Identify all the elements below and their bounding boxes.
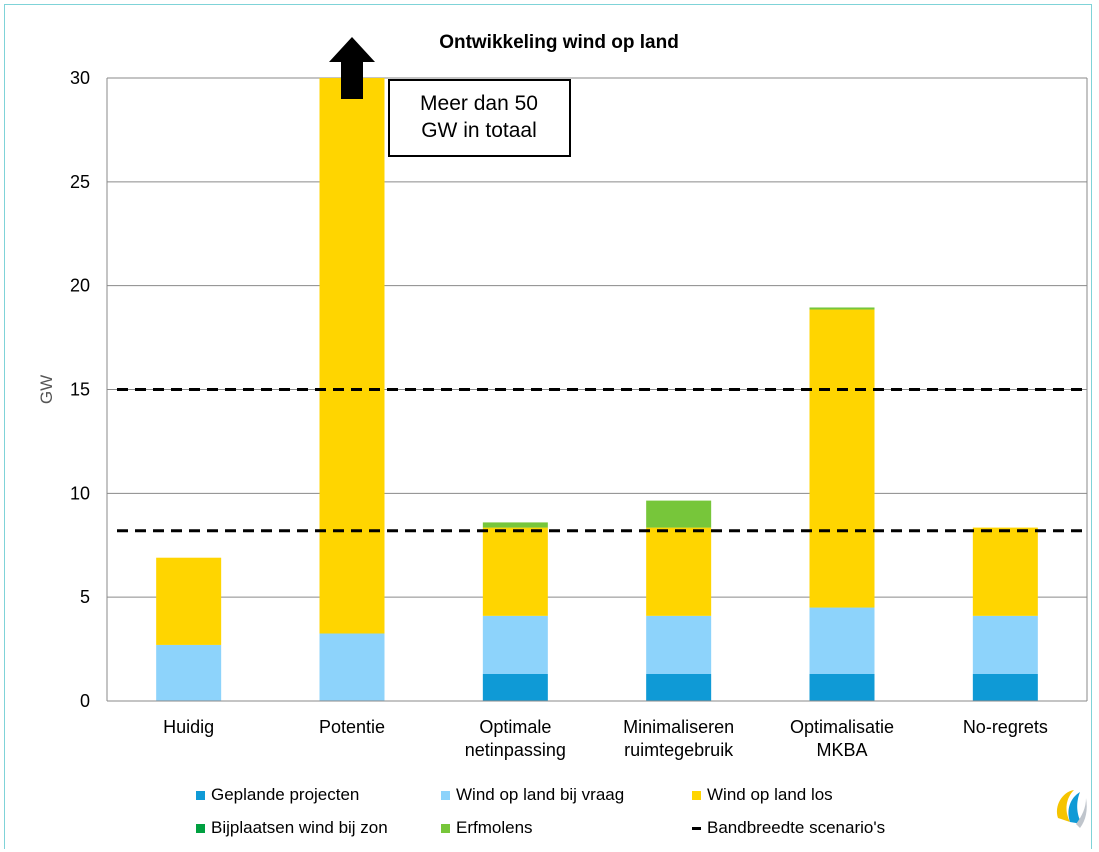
chart-title: Ontwikkeling wind op land [439, 32, 679, 53]
annotation-text: Meer dan 50 [420, 92, 538, 115]
x-tick-label: Minimaliseren [623, 717, 734, 737]
bar-segment [809, 309, 875, 608]
annotation-box [388, 79, 571, 157]
bar-segment [482, 674, 548, 701]
y-axis-label: GW [37, 375, 56, 404]
x-tick-label: MKBA [816, 740, 867, 760]
arrow-up-icon [329, 37, 375, 99]
legend-swatch [692, 790, 701, 800]
bar-segment [809, 674, 875, 701]
legend-swatch [196, 790, 205, 800]
bar-segment [646, 500, 712, 528]
bar-segment [156, 644, 222, 701]
y-tick-label: 0 [80, 691, 90, 711]
legend-item: Wind op land bij vraag [441, 783, 624, 807]
legend-label: Geplande projecten [211, 785, 360, 804]
legend-label: Bijplaatsen wind bij zon [211, 818, 388, 837]
x-tick-label: ruimtegebruik [624, 740, 734, 760]
x-tick-label: Potentie [319, 717, 385, 737]
legend-swatch [441, 823, 450, 833]
bar-segment [972, 615, 1038, 675]
y-tick-label: 20 [70, 276, 90, 296]
legend-label: Erfmolens [456, 818, 533, 837]
y-tick-label: 25 [70, 172, 90, 192]
bar-segment [809, 607, 875, 675]
x-tick-label: Huidig [163, 717, 214, 737]
legend-item: Wind op land los [692, 783, 833, 807]
bar-segment [319, 633, 385, 701]
bar-segment [482, 527, 548, 616]
bar-segment [646, 615, 712, 675]
legend-item: Erfmolens [441, 816, 533, 840]
annotation-text: GW in totaal [421, 119, 537, 142]
bar-segment [972, 674, 1038, 701]
y-tick-label: 5 [80, 587, 90, 607]
legend-item: Bandbreedte scenario's [692, 816, 885, 840]
x-tick-label: netinpassing [465, 740, 566, 760]
bar-segment [809, 307, 875, 310]
logo-icon [1056, 790, 1087, 828]
y-tick-label: 15 [70, 380, 90, 400]
chart-legend: Geplande projecten Wind op land bij vraag… [196, 783, 956, 843]
legend-swatch [441, 790, 450, 800]
y-tick-label: 30 [70, 68, 90, 88]
legend-swatch [692, 826, 701, 830]
bar-segment [482, 522, 548, 528]
legend-swatch [196, 823, 205, 833]
x-tick-label: No-regrets [963, 717, 1048, 737]
bar-segment [646, 674, 712, 701]
bar-segment [156, 557, 222, 645]
bar-segment [319, 78, 385, 634]
x-tick-label: Optimalisatie [790, 717, 894, 737]
legend-label: Bandbreedte scenario's [707, 818, 886, 837]
legend-item: Geplande projecten [196, 783, 359, 807]
chart-frame [4, 4, 1092, 849]
legend-item: Bijplaatsen wind bij zon [196, 816, 388, 840]
x-tick-label: Optimale [479, 717, 551, 737]
legend-label: Wind op land bij vraag [456, 785, 625, 804]
legend-label: Wind op land los [707, 785, 833, 804]
y-tick-label: 10 [70, 483, 90, 503]
bar-segment [972, 527, 1038, 616]
bar-segment [482, 615, 548, 675]
bar-segment [646, 527, 712, 616]
